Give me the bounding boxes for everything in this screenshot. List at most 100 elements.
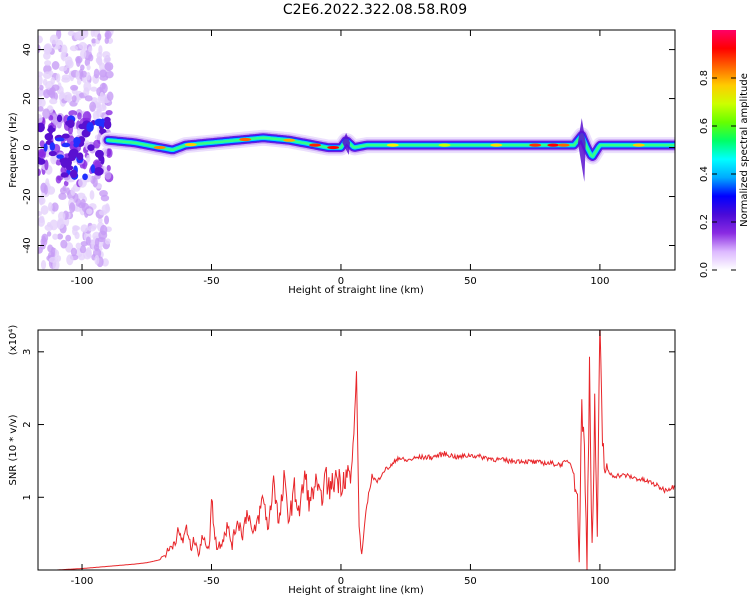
noise-blob [46, 186, 56, 195]
noise-blob [92, 248, 102, 259]
noise-blob [89, 190, 95, 200]
snr-panel: -100 -50 0 50 100 1 2 3 Height of straight lin… [8, 325, 676, 596]
noise-blob [67, 150, 78, 159]
noise-blob [76, 152, 84, 161]
snr-series-line [38, 330, 675, 570]
x-tick-label: 0 [338, 276, 344, 287]
x-tick-label: -50 [203, 276, 219, 287]
y-tick-label: 2 [22, 421, 33, 427]
x-tick-label: -100 [71, 276, 94, 287]
noise-blob [65, 62, 71, 69]
noise-blob [80, 70, 88, 78]
ridge-hotspot [386, 143, 399, 147]
noise-blob [66, 254, 74, 266]
noise-blob [90, 86, 98, 92]
noise-blob [68, 202, 76, 213]
noise-blob [54, 137, 65, 142]
noise-blob [60, 166, 66, 174]
noise-blob [58, 192, 67, 201]
noise-blob [46, 231, 52, 237]
noise-blob [44, 224, 54, 231]
noise-blob [61, 133, 70, 139]
x-tick-label: -50 [203, 576, 219, 587]
noise-blob [98, 209, 107, 216]
noise-blob [82, 173, 88, 181]
noise-blob [42, 71, 52, 79]
noise-blob [104, 170, 112, 180]
colorbar: 0.0 0.2 0.4 0.6 0.8 Normalized spectral ampl… [699, 30, 750, 278]
snr-x-ticks: -100 -50 0 50 100 [71, 330, 609, 587]
noise-blob [96, 108, 102, 118]
noise-blob [70, 84, 79, 91]
noise-blob [56, 218, 65, 229]
noise-blob [65, 234, 72, 242]
noise-blob [87, 225, 97, 232]
noise-blob [94, 254, 100, 265]
noise-blob [38, 106, 44, 112]
noise-blob [51, 202, 59, 212]
noise-blob [48, 125, 54, 135]
noise-blob [70, 247, 78, 257]
noise-blob [75, 70, 80, 80]
snr-y-label: SNR (10 * v/v) [8, 414, 19, 485]
noise-blob [69, 45, 79, 52]
noise-blob [104, 215, 110, 225]
noise-blob [105, 203, 110, 212]
noise-blob [104, 70, 114, 79]
noise-blob [104, 61, 114, 72]
ridge-hotspot [239, 137, 252, 142]
noise-blob [75, 242, 82, 250]
noise-blob [58, 66, 68, 72]
noise-blob [106, 164, 111, 172]
noise-blob [38, 35, 43, 44]
spectrogram-panel: -100 -50 0 50 100 -40 -20 0 20 40 Height of stra… [8, 29, 676, 296]
noise-blob [86, 122, 94, 132]
noise-blob [40, 205, 49, 215]
noise-blob [38, 246, 43, 254]
colorbar-tick-label: 0.4 [699, 166, 710, 182]
colorbar-gradient [712, 30, 736, 270]
snr-y-ticks: 1 2 3 [22, 349, 675, 500]
noise-blob [66, 165, 74, 171]
ridge-hotspot [184, 143, 197, 147]
noise-blob [105, 109, 113, 116]
noise-blob [38, 98, 46, 108]
noise-blob [78, 202, 86, 209]
noise-blob [71, 95, 77, 103]
noise-blob [38, 43, 41, 54]
noise-blob [106, 91, 114, 102]
ridge-hotspot [438, 143, 451, 147]
noise-blob [43, 51, 51, 60]
y-tick-label: 40 [22, 43, 33, 56]
chart-title: C2E6.2022.322.08.58.R09 [282, 2, 468, 18]
noise-blob [76, 192, 86, 199]
noise-blob [88, 53, 94, 62]
colorbar-tick-label: 0.0 [699, 262, 710, 278]
noise-blob [99, 128, 107, 135]
noise-blob [47, 244, 54, 253]
noise-blob [43, 88, 51, 99]
noise-blob [86, 71, 91, 81]
ridge-hotspot [490, 143, 503, 147]
noise-blob [61, 77, 71, 83]
noise-blob [67, 30, 75, 36]
noise-blob [86, 208, 93, 215]
x-tick-label: 100 [590, 576, 609, 587]
noise-blob [70, 187, 76, 196]
noise-blob [66, 135, 75, 146]
noise-blob [100, 118, 105, 128]
noise-blob [83, 81, 92, 92]
noise-blob [66, 93, 72, 104]
noise-blob [91, 38, 97, 44]
noise-blob [63, 180, 69, 187]
noise-blob [48, 256, 58, 263]
noise-blob [94, 237, 100, 248]
ridge-hotspot [529, 143, 542, 147]
noise-blob [79, 245, 87, 254]
spectrogram-x-ticks: -100 -50 0 50 100 [71, 30, 609, 287]
noise-blob [60, 172, 69, 178]
spectrogram-frame [37, 29, 676, 271]
noise-blob [86, 154, 91, 163]
noise-blob [104, 30, 112, 40]
x-tick-label: 0 [338, 576, 344, 587]
